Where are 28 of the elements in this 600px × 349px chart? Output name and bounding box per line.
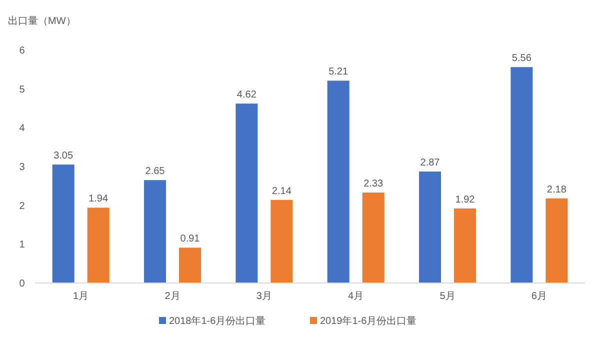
data-label: 0.91 (180, 234, 200, 245)
ytick: 4 (19, 123, 25, 134)
data-label: 2.14 (272, 186, 292, 197)
data-label: 4.62 (236, 90, 256, 101)
legend-label: 2018年1-6月份出口量 (169, 316, 266, 327)
xtick: 3月 (256, 291, 272, 302)
ytick: 6 (19, 46, 25, 56)
ytick: 2 (19, 200, 25, 212)
data-label: 2.65 (145, 166, 165, 178)
ytick: 1 (19, 240, 25, 251)
ylabel: 出口量（MW） (8, 16, 76, 27)
ytick: 3 (19, 162, 25, 173)
data-label: 3.05 (54, 150, 74, 162)
data-label: 1.92 (455, 194, 475, 206)
ytick: 0 (19, 278, 25, 290)
xtick: 2月 (164, 291, 180, 302)
xtick: 5月 (440, 291, 456, 302)
data-label: 2.87 (420, 158, 440, 169)
ytick: 5 (19, 84, 25, 96)
data-label: 5.21 (328, 66, 348, 78)
legend-label: 2019年1-6月份出口量 (320, 316, 417, 327)
data-label: 1.94 (88, 194, 108, 205)
xtick: 4月 (348, 291, 364, 302)
xtick: 6月 (531, 291, 547, 302)
data-label: 2.33 (364, 178, 384, 190)
data-label: 5.56 (512, 53, 532, 64)
xtick: 1月 (73, 291, 89, 302)
data-label: 2.18 (546, 184, 566, 196)
